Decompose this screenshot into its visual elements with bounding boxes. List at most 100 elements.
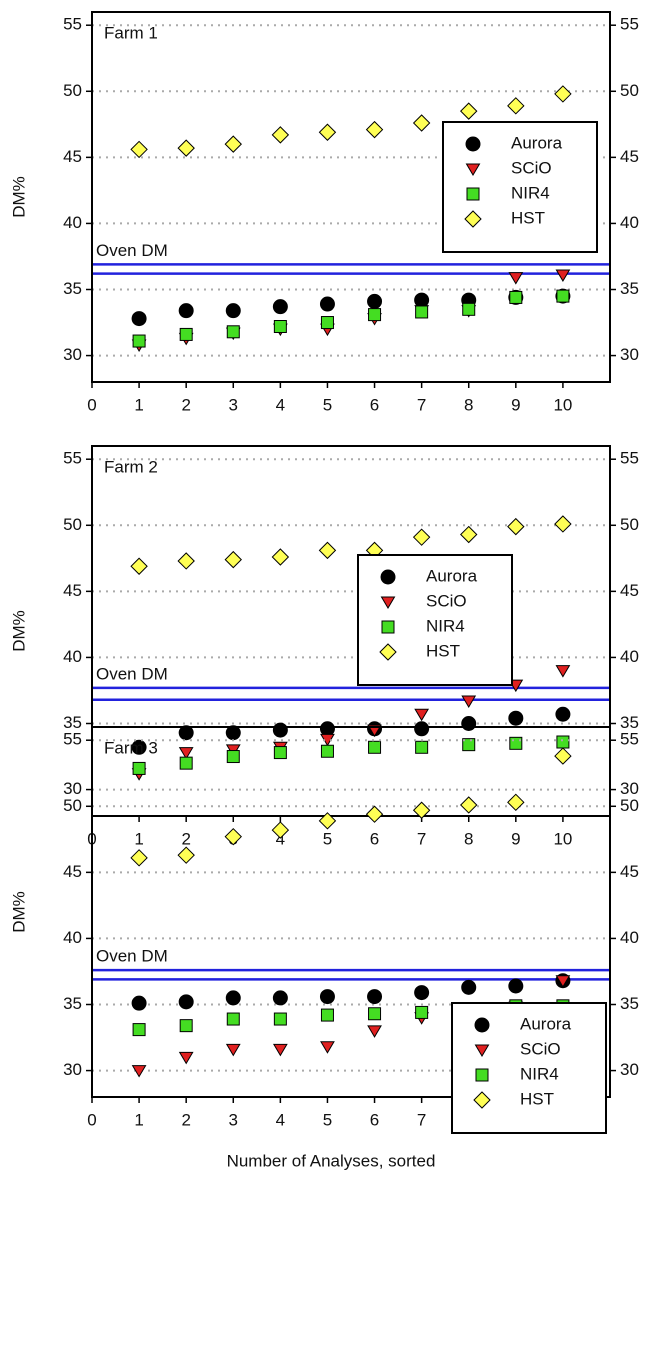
legend-label: NIR4 — [520, 1064, 559, 1083]
y-tick-label: 45 — [63, 581, 82, 600]
point — [131, 995, 147, 1011]
point — [460, 796, 478, 814]
point — [462, 738, 476, 752]
y-tick-label: 45 — [63, 862, 82, 881]
panel-title: Farm 1 — [104, 23, 158, 42]
point — [226, 325, 240, 339]
x-axis-label: Number of Analyses, sorted — [227, 1151, 436, 1170]
y-tick-label: 55 — [63, 449, 82, 468]
point — [508, 978, 524, 994]
y-tick-label: 55 — [63, 15, 82, 34]
x-tick-label: 0 — [87, 395, 96, 414]
point — [415, 305, 429, 319]
x-tick-label: 0 — [87, 1110, 96, 1129]
reference-label: Oven DM — [96, 947, 168, 966]
x-tick-label: 6 — [370, 1110, 379, 1129]
y-tick-label: 30 — [63, 345, 82, 364]
legend-marker — [380, 569, 396, 585]
plot-frame — [91, 445, 611, 817]
x-tick-label: 1 — [134, 1110, 143, 1129]
x-tick-label: 8 — [464, 395, 473, 414]
point — [179, 1019, 193, 1033]
point — [132, 334, 146, 348]
point — [226, 750, 240, 764]
x-tick-label: 7 — [417, 395, 426, 414]
panel-title: Farm 2 — [104, 457, 158, 476]
legend-marker — [474, 1044, 490, 1057]
x-tick-label: 4 — [276, 395, 285, 414]
point — [554, 515, 572, 533]
legend-label: SCiO — [511, 158, 552, 177]
y2-tick-label: 30 — [620, 1060, 639, 1079]
point — [367, 293, 383, 309]
y-tick-label: 35 — [63, 279, 82, 298]
x-tick-label: 5 — [323, 829, 332, 848]
legend-marker — [474, 1017, 490, 1033]
point — [320, 744, 334, 758]
point — [412, 801, 431, 819]
plot-frame — [91, 726, 611, 1098]
point — [225, 303, 241, 319]
y2-tick-label: 40 — [620, 213, 639, 232]
y2-tick-label: 35 — [620, 994, 639, 1013]
point — [555, 975, 571, 988]
point — [554, 85, 572, 103]
point — [320, 1041, 335, 1054]
point — [508, 272, 524, 285]
point — [179, 327, 193, 341]
legend-marker — [380, 596, 396, 609]
y2-tick-label: 30 — [620, 779, 639, 798]
x-tick-label: 2 — [181, 829, 190, 848]
point — [414, 985, 430, 1001]
point — [415, 1005, 429, 1019]
y2-tick-label: 45 — [620, 862, 639, 881]
point — [368, 740, 382, 754]
point — [412, 114, 431, 132]
y2-tick-label: 50 — [620, 796, 639, 815]
y-axis-label: DM% — [9, 891, 28, 933]
point — [179, 756, 193, 770]
legend-label: HST — [511, 208, 545, 227]
point — [318, 812, 337, 830]
point — [131, 1065, 147, 1078]
point — [272, 722, 288, 738]
point — [461, 979, 477, 995]
point — [461, 716, 477, 731]
point — [178, 994, 194, 1010]
legend-marker — [464, 210, 482, 228]
x-tick-label: 7 — [417, 1110, 426, 1129]
point — [507, 97, 525, 115]
point — [273, 1012, 287, 1026]
point — [414, 708, 430, 722]
point — [224, 827, 242, 846]
x-tick-label: 10 — [553, 829, 572, 848]
point — [320, 1008, 334, 1022]
legend-label: Aurora — [520, 1014, 572, 1033]
legend-marker — [465, 163, 481, 176]
point — [320, 733, 335, 747]
x-tick-label: 6 — [370, 829, 379, 848]
y2-tick-label: 55 — [620, 730, 639, 749]
point — [178, 303, 194, 319]
point — [509, 290, 523, 304]
point — [273, 746, 287, 760]
point — [555, 706, 571, 722]
legend-marker — [465, 136, 481, 152]
point — [555, 269, 571, 282]
point — [368, 1007, 382, 1021]
point — [320, 316, 334, 330]
point — [272, 990, 288, 1006]
x-tick-label: 10 — [553, 395, 572, 414]
y2-tick-label: 40 — [620, 928, 639, 947]
point — [365, 120, 384, 139]
x-tick-label: 9 — [511, 829, 520, 848]
x-tick-label: 5 — [323, 395, 332, 414]
point — [132, 1023, 146, 1037]
x-tick-label: 2 — [181, 1110, 190, 1129]
y-axis-label: DM% — [9, 610, 28, 652]
legend-label: NIR4 — [511, 183, 550, 202]
y-tick-label: 50 — [63, 515, 82, 534]
y2-tick-label: 50 — [620, 81, 639, 100]
y2-tick-label: 45 — [620, 581, 639, 600]
point — [367, 1025, 382, 1038]
